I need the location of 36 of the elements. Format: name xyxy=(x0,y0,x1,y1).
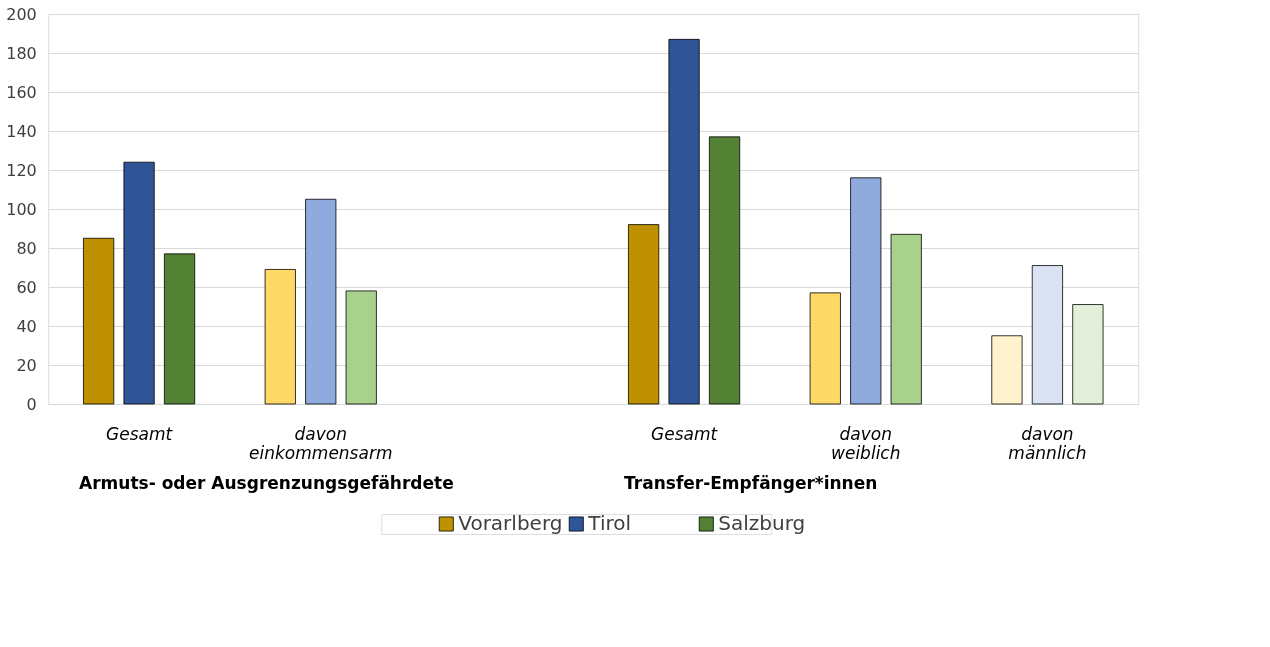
y-tick-label: 60 xyxy=(16,277,37,297)
x-tick-label: davon weiblich xyxy=(831,423,901,463)
text: Armuts- oder Ausgrenzungsgefährdete xyxy=(79,473,454,493)
legend-label: Tirol xyxy=(587,511,632,535)
bar xyxy=(264,269,296,405)
bar xyxy=(1072,304,1104,405)
y-tick-label: 120 xyxy=(6,160,37,180)
bar xyxy=(123,161,155,405)
bar xyxy=(850,177,882,405)
bar xyxy=(163,253,196,405)
x-tick-label: davon männlich xyxy=(1008,423,1087,463)
y-tick-label: 0 xyxy=(26,394,37,414)
bar xyxy=(809,292,841,405)
y-tick-label: 200 xyxy=(6,4,37,24)
bar xyxy=(708,136,741,405)
text: Transfer-Empfänger*innen xyxy=(624,473,878,493)
y-tick-label: 160 xyxy=(6,82,37,102)
legend-label: Vorarlberg xyxy=(458,511,563,535)
bar xyxy=(345,290,377,405)
bar xyxy=(991,335,1023,405)
y-tick-label: 80 xyxy=(16,238,37,258)
y-tick-label: 180 xyxy=(6,43,37,63)
y-tick-label: 100 xyxy=(6,199,37,219)
bar xyxy=(305,198,337,405)
x-tick-label: Gesamt xyxy=(651,423,719,444)
x-tick-label: Gesamt xyxy=(106,423,174,444)
x-tick-label: davon einkommensarm xyxy=(249,423,393,463)
y-tick-label: 20 xyxy=(16,355,37,375)
y-tick-label: 40 xyxy=(16,316,37,336)
bar xyxy=(1031,265,1063,405)
legend-label: Salzburg xyxy=(718,511,806,535)
y-tick-label: 140 xyxy=(6,121,37,141)
bar xyxy=(890,233,922,405)
bar xyxy=(83,237,115,405)
bar xyxy=(668,38,700,405)
bar xyxy=(628,224,660,405)
